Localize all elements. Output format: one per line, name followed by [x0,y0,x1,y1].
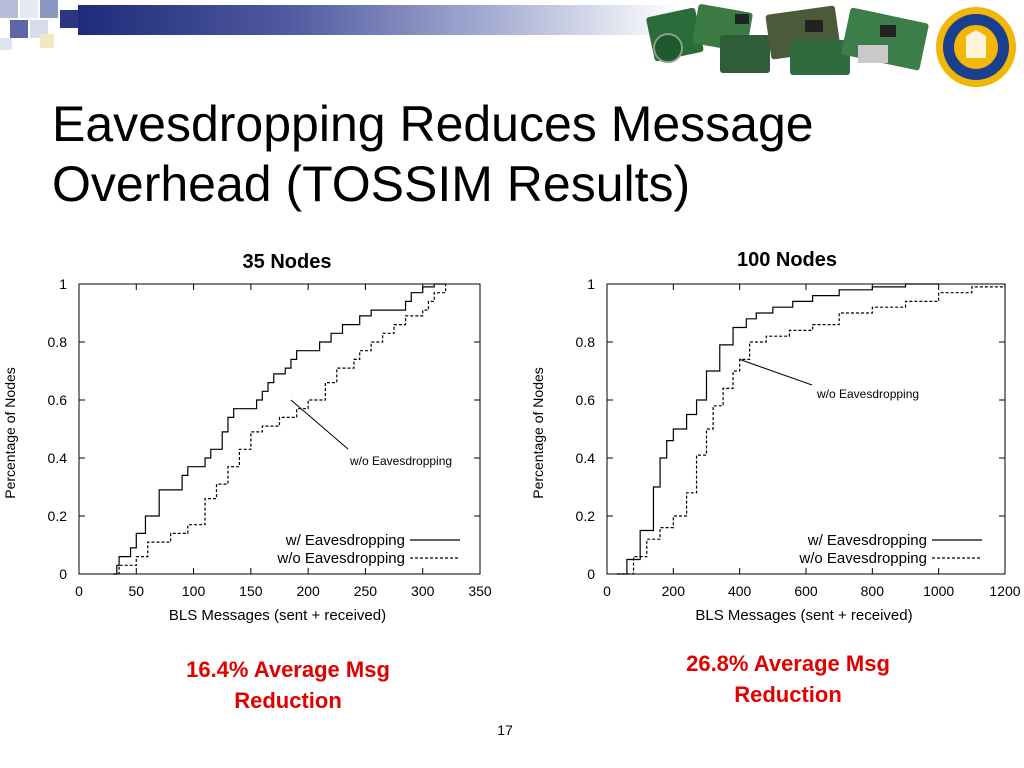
x-tick-label: 100 [182,583,206,599]
chart-35-nodes: 35 Nodes 0 50 100 150 200 250 300 350 0 0.2 0.4 0.6 0… [2,251,492,624]
y-axis-label: Percentage of Nodes [530,367,546,499]
x-tick-label: 150 [239,583,263,599]
x-tick-label: 200 [662,583,686,599]
x-tick-label: 250 [354,583,378,599]
annotation-label: w/o Eavesdropping [349,454,452,468]
series-line-without-eavesdropping [616,284,1006,575]
x-tick-label: 600 [794,583,818,599]
university-seal-image [936,7,1016,87]
reduction-note-line-2: Reduction [234,688,342,713]
y-axis-label: Percentage of Nodes [2,367,18,499]
reduction-note-line-1: 16.4% Average Msg [186,657,390,682]
x-tick-label: 200 [296,583,320,599]
page-number: 17 [497,722,513,738]
x-tick-label: 350 [468,583,492,599]
x-tick-label: 400 [728,583,752,599]
y-tick-label: 0.6 [48,392,68,408]
series-line-without-eavesdropping [113,284,447,575]
annotation-label: w/o Eavesdropping [816,387,919,401]
y-tick-label: 0 [587,566,595,582]
reduction-note-line-1: 26.8% Average Msg [686,651,890,676]
x-tick-label: 0 [603,583,611,599]
y-tick-label: 0.6 [576,392,596,408]
x-tick-label: 1000 [923,583,954,599]
y-tick-label: 0.4 [576,450,596,466]
series-line-with-eavesdropping [113,283,446,575]
legend-label: w/ Eavesdropping [807,532,927,549]
reduction-note-35: 16.4% Average Msg Reduction [138,654,438,716]
header-gradient-bar [78,5,678,35]
legend-label: w/ Eavesdropping [285,532,405,549]
sensor-boards-image [646,4,929,75]
slide-title-line-1: Eavesdropping Reduces Message [52,96,814,152]
plot-area-frame [606,283,1006,575]
y-tick-label: 1 [587,276,595,292]
legend-label: w/o Eavesdropping [276,550,405,567]
plot-area-frame [78,283,481,575]
chart-100-nodes: 100 Nodes 0 200 400 600 800 1000 1200 0 0.2 0.4 0.6… [530,249,1021,624]
annotation-pointer-line [290,399,349,450]
y-tick-label: 0.4 [48,450,68,466]
reduction-note-line-2: Reduction [734,682,842,707]
x-tick-label: 300 [411,583,435,599]
decorative-squares [0,0,78,50]
y-tick-label: 0.8 [48,334,68,350]
chart-title: 100 Nodes [737,249,837,271]
x-axis-label: BLS Messages (sent + received) [169,607,386,624]
y-tick-label: 0 [59,566,67,582]
x-tick-label: 50 [128,583,144,599]
y-tick-label: 1 [59,276,67,292]
series-line-with-eavesdropping [616,283,939,575]
x-tick-label: 0 [75,583,83,599]
legend-label: w/o Eavesdropping [798,550,927,567]
y-tick-label: 0.2 [576,508,596,524]
annotation-pointer-line [739,358,813,386]
x-axis-label: BLS Messages (sent + received) [695,607,912,624]
chart-title: 35 Nodes [243,251,332,273]
slide-title-line-2: Overhead (TOSSIM Results) [52,156,691,212]
x-tick-label: 1200 [989,583,1020,599]
x-tick-label: 800 [861,583,885,599]
y-tick-label: 0.2 [48,508,68,524]
y-tick-label: 0.8 [576,334,596,350]
reduction-note-100: 26.8% Average Msg Reduction [638,648,938,710]
slide-title: Eavesdropping Reduces Message Overhead (… [52,94,982,214]
